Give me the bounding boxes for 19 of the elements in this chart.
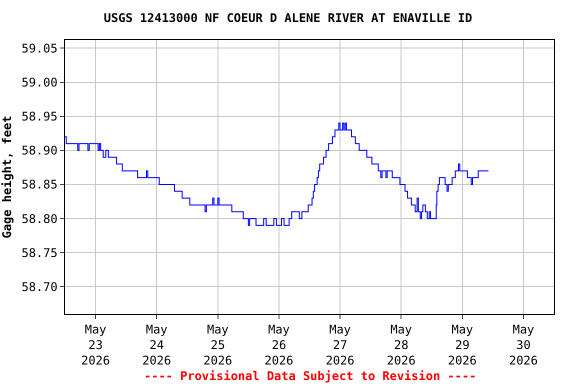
x-tick-label: May 28 2026 [386,322,416,368]
x-tick-label: May 23 2026 [81,322,110,368]
y-tick-label: 58.85 [21,178,58,192]
chart-title: USGS 12413000 NF COEUR D ALENE RIVER AT ENAVILLE ID [104,10,472,25]
y-tick-label: 59.00 [21,75,58,90]
x-tick-label: May 30 2026 [508,322,538,368]
y-tick-label: 58.80 [21,212,58,226]
y-tick-label: 58.70 [21,280,58,294]
y-tick-label: 59.05 [21,41,58,56]
y-tick-label: 58.95 [21,110,58,124]
x-tick-label: May 26 2026 [264,322,294,368]
y-tick-label: 58.90 [21,144,58,158]
y-tick-label: 58.75 [21,246,58,260]
x-tick-label: May 29 2026 [448,322,477,368]
text: ---- Provisional Data Subject to Revision ---- [144,369,476,383]
y-axis-title: Gage height, feet [0,116,14,238]
x-tick-label: May 24 2026 [142,322,172,368]
x-tick-label: May 27 2026 [326,322,355,368]
x-tick-label: May 25 2026 [203,322,232,368]
